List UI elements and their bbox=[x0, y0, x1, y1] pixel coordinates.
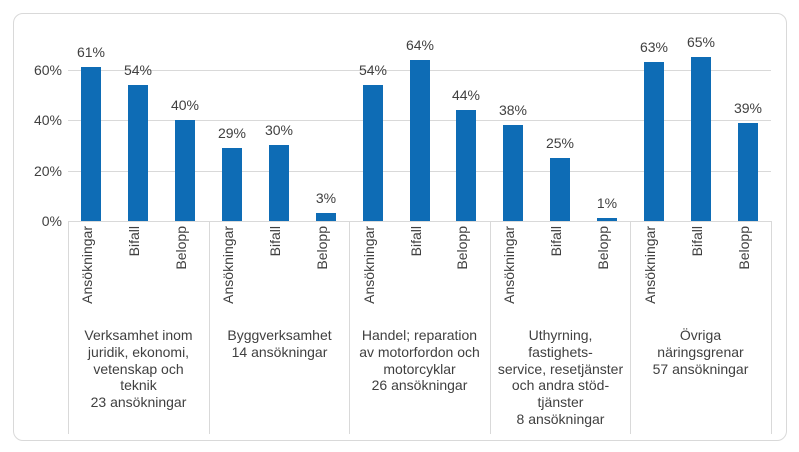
bar-value-label: 64% bbox=[405, 37, 435, 53]
category-divider bbox=[209, 221, 210, 434]
bar-value-label: 54% bbox=[123, 62, 153, 78]
category-group-label: Handel; reparation av motorfordon och mo… bbox=[359, 327, 480, 394]
bar-value-label: 44% bbox=[451, 87, 481, 103]
y-axis-tick-label: 40% bbox=[33, 112, 62, 128]
bar bbox=[269, 145, 289, 221]
series-tick-label: Belopp bbox=[454, 226, 470, 270]
bar-value-label: 61% bbox=[76, 44, 106, 60]
series-tick-label: Bifall bbox=[548, 226, 564, 257]
category-divider bbox=[349, 221, 350, 434]
bar bbox=[503, 125, 523, 221]
series-tick-label: Ansökningar bbox=[361, 226, 377, 304]
series-tick-label: Belopp bbox=[314, 226, 330, 270]
bar-value-label: 25% bbox=[545, 135, 575, 151]
bar-value-label: 40% bbox=[170, 97, 200, 113]
bar-value-label: 30% bbox=[264, 122, 294, 138]
series-tick-label: Bifall bbox=[689, 226, 705, 257]
bar-value-label: 3% bbox=[315, 190, 337, 206]
series-tick-label: Bifall bbox=[126, 226, 142, 257]
category-divider bbox=[771, 221, 772, 434]
series-tick-label: Ansökningar bbox=[501, 226, 517, 304]
category-group-label: Övriga näringsgrenar 57 ansökningar bbox=[652, 327, 749, 377]
category-group-label: Verksamhet inom juridik, ekonomi, vetens… bbox=[84, 327, 193, 411]
bar-value-label: 63% bbox=[639, 39, 669, 55]
bar bbox=[691, 57, 711, 221]
bar bbox=[175, 120, 195, 221]
series-tick-label: Belopp bbox=[595, 226, 611, 270]
series-tick-label: Ansökningar bbox=[79, 226, 95, 304]
x-axis-line bbox=[68, 221, 771, 222]
category-divider bbox=[68, 221, 69, 434]
bar-value-label: 38% bbox=[498, 102, 528, 118]
series-tick-label: Bifall bbox=[408, 226, 424, 257]
bar bbox=[597, 218, 617, 221]
bar-value-label: 65% bbox=[686, 34, 716, 50]
category-group-label: Byggverksamhet 14 ansökningar bbox=[227, 327, 332, 360]
series-tick-label: Bifall bbox=[267, 226, 283, 257]
bar-value-label: 39% bbox=[733, 100, 763, 116]
series-tick-label: Belopp bbox=[736, 226, 752, 270]
bar bbox=[410, 60, 430, 221]
category-divider bbox=[630, 221, 631, 434]
bar bbox=[644, 62, 664, 221]
series-tick-label: Ansökningar bbox=[642, 226, 658, 304]
bar bbox=[316, 213, 336, 221]
bar bbox=[363, 85, 383, 221]
series-tick-label: Belopp bbox=[173, 226, 189, 270]
bar bbox=[81, 67, 101, 221]
bar-value-label: 54% bbox=[358, 62, 388, 78]
bar bbox=[456, 110, 476, 221]
bar-value-label: 1% bbox=[596, 195, 618, 211]
series-tick-label: Ansökningar bbox=[220, 226, 236, 304]
y-axis-tick-label: 0% bbox=[41, 213, 62, 229]
bar bbox=[550, 158, 570, 221]
category-group-label: Uthyrning, fastighets- service, resetjän… bbox=[497, 327, 624, 427]
y-axis-tick-label: 60% bbox=[33, 62, 62, 78]
bar-value-label: 29% bbox=[217, 125, 247, 141]
bar bbox=[738, 123, 758, 221]
y-axis-tick-label: 20% bbox=[33, 163, 62, 179]
bar bbox=[222, 148, 242, 221]
bar bbox=[128, 85, 148, 221]
category-divider bbox=[490, 221, 491, 434]
